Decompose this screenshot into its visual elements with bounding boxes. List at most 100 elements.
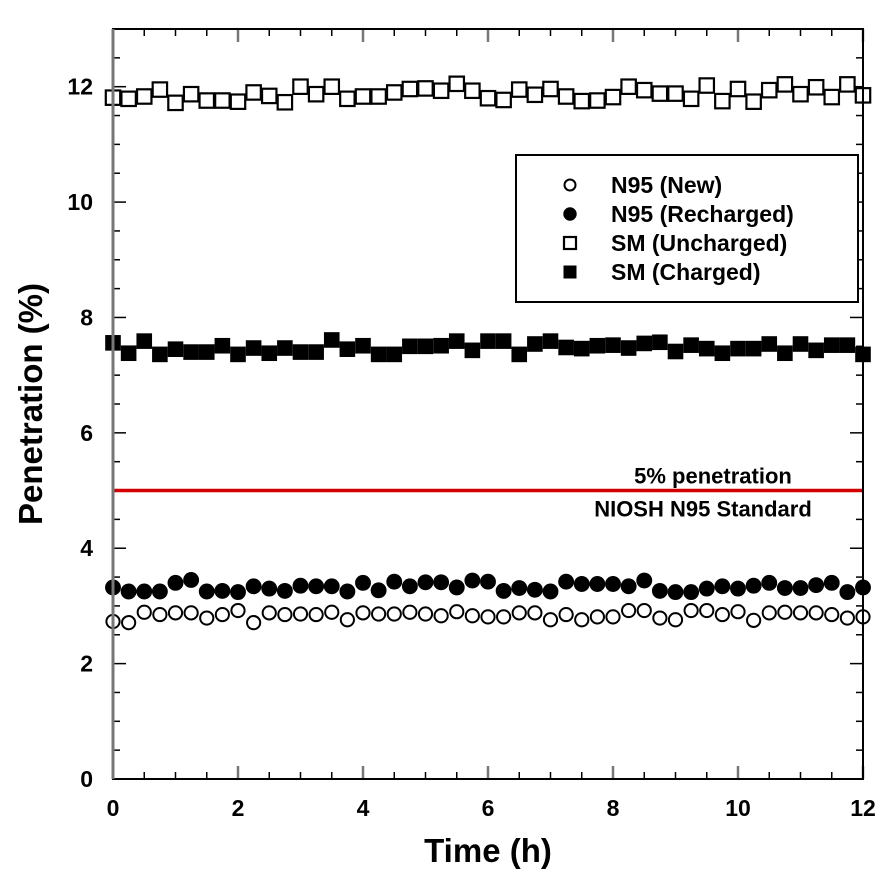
data-point <box>448 75 466 93</box>
data-point <box>652 610 668 626</box>
data-point <box>307 85 325 103</box>
data-point <box>402 338 418 355</box>
data-point <box>823 337 840 353</box>
data-point <box>792 336 809 352</box>
legend-marker-icon <box>563 207 577 221</box>
data-point <box>605 576 621 592</box>
data-point <box>480 573 496 590</box>
data-point <box>292 78 309 95</box>
data-point <box>605 609 621 625</box>
data-point <box>386 606 402 622</box>
x-tick-label: 12 <box>850 795 876 821</box>
data-point <box>277 340 293 356</box>
data-point <box>698 580 715 597</box>
data-point <box>135 88 153 105</box>
data-point <box>417 574 434 591</box>
series-sm-uncharged <box>104 75 872 112</box>
data-point <box>823 88 841 106</box>
data-point <box>386 346 403 363</box>
data-point <box>746 612 762 628</box>
data-point <box>574 612 590 628</box>
data-point <box>683 602 699 619</box>
data-point <box>308 606 324 623</box>
data-point <box>198 583 215 600</box>
data-point <box>214 337 231 354</box>
data-point <box>808 605 824 621</box>
data-point <box>573 92 591 110</box>
data-point <box>432 82 450 100</box>
data-point <box>183 344 199 360</box>
data-point <box>761 336 778 352</box>
data-point <box>355 574 371 591</box>
data-point <box>527 605 543 621</box>
reference-line-label-top: 5% penetration <box>634 464 792 489</box>
data-point <box>652 334 668 351</box>
y-tick-label: 8 <box>80 304 93 330</box>
x-tick-label: 4 <box>357 795 370 821</box>
data-point <box>527 336 543 352</box>
data-point <box>167 574 184 591</box>
legend-item: N95 (Recharged) <box>563 201 794 227</box>
legend: N95 (New) N95 (Recharged) SM (Uncharged) SM… <box>515 154 859 303</box>
legend-label: N95 (Recharged) <box>611 201 794 227</box>
data-point <box>371 606 387 622</box>
y-tick-label: 12 <box>67 74 93 100</box>
data-point <box>230 346 246 363</box>
data-point <box>339 583 356 600</box>
data-point <box>777 604 793 620</box>
data-point <box>339 341 356 357</box>
legend-item: SM (Uncharged) <box>562 230 787 256</box>
data-point <box>511 605 527 621</box>
data-point <box>589 609 605 625</box>
data-point <box>792 605 809 621</box>
data-point <box>167 605 184 621</box>
data-point <box>433 574 450 591</box>
series-sm-charged <box>105 332 871 363</box>
data-point <box>464 82 481 100</box>
data-point <box>354 88 372 105</box>
data-point <box>167 341 184 357</box>
x-tick-label: 6 <box>482 795 495 821</box>
data-point <box>745 577 762 594</box>
plot-frame <box>112 28 864 780</box>
data-point <box>214 92 231 109</box>
data-point <box>699 602 715 619</box>
data-point <box>464 342 481 359</box>
data-point <box>495 333 512 349</box>
data-point <box>480 333 496 349</box>
data-point <box>651 85 669 102</box>
data-point <box>495 582 512 599</box>
legend-label: SM (Uncharged) <box>611 230 787 256</box>
data-point <box>636 602 652 619</box>
data-point <box>120 90 137 108</box>
data-point <box>151 583 168 600</box>
data-point <box>292 344 309 360</box>
data-point <box>589 337 606 354</box>
data-point <box>276 93 294 111</box>
legend-item: N95 (New) <box>563 172 722 198</box>
data-point <box>417 606 434 622</box>
data-point <box>433 337 449 354</box>
data-point <box>683 337 699 353</box>
data-point <box>573 576 590 592</box>
data-point <box>730 604 746 620</box>
data-point <box>526 86 544 104</box>
legend-marker-icon <box>562 235 578 251</box>
data-point <box>761 605 777 621</box>
data-point <box>385 84 403 101</box>
data-point <box>667 584 684 601</box>
data-point <box>261 605 277 621</box>
data-point <box>246 615 262 631</box>
legend-label: N95 (New) <box>611 172 722 198</box>
data-point <box>495 91 512 109</box>
data-point <box>620 340 637 356</box>
data-point <box>370 88 387 105</box>
data-point <box>839 337 856 353</box>
data-point <box>323 578 340 595</box>
data-point <box>839 610 855 626</box>
data-point <box>479 89 497 107</box>
data-point <box>464 572 481 589</box>
data-point <box>464 608 480 624</box>
data-point <box>542 612 559 628</box>
